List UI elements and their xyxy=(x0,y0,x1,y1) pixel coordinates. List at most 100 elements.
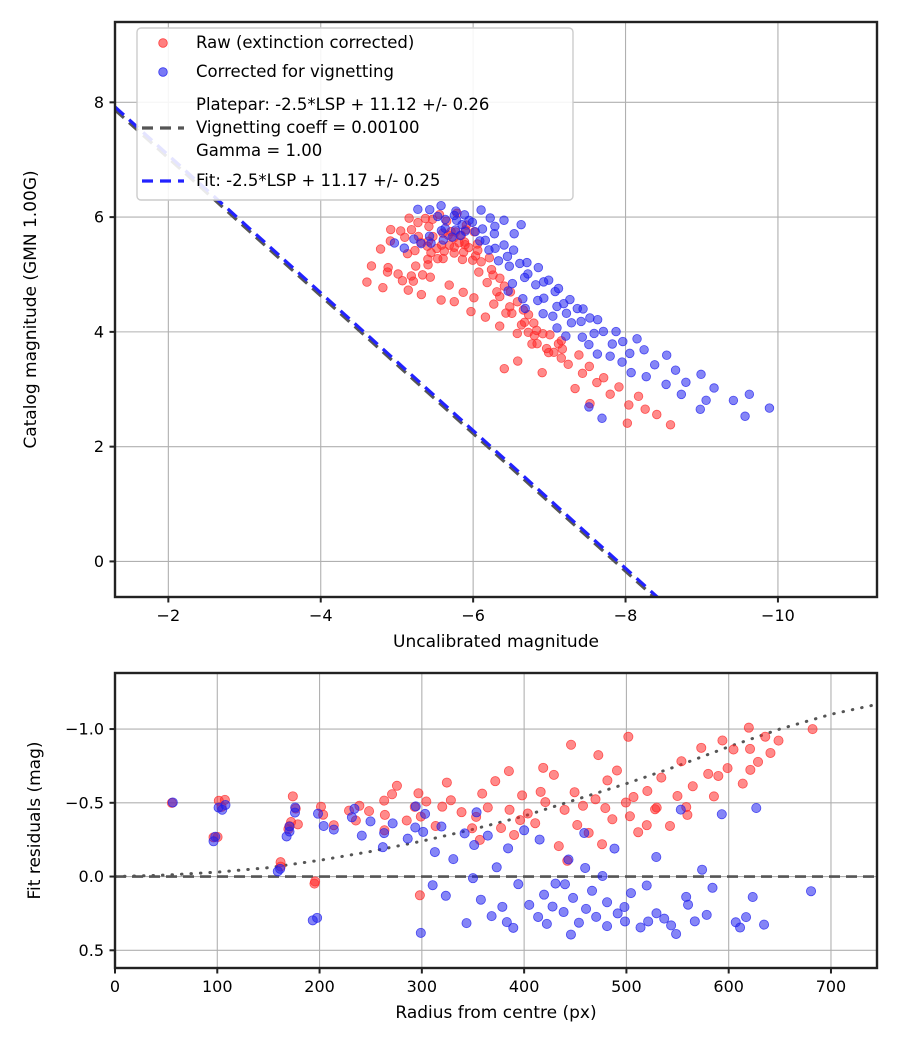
data-point xyxy=(310,876,321,887)
data-point xyxy=(573,917,584,928)
data-point xyxy=(387,818,398,829)
data-point xyxy=(737,778,748,789)
data-point xyxy=(410,801,421,812)
data-point xyxy=(540,797,551,808)
data-point xyxy=(605,351,615,361)
series-corrected-for-vignetting xyxy=(389,200,775,423)
data-point xyxy=(584,402,594,412)
data-point xyxy=(696,369,706,380)
data-point xyxy=(480,312,491,322)
data-point xyxy=(475,894,486,905)
fit-residuals-plot-xlabel: Radius from centre (px) xyxy=(395,1003,596,1023)
legend-entry[interactable]: Vignetting coeff = 0.00100 xyxy=(142,118,420,137)
data-point xyxy=(287,791,298,802)
data-point xyxy=(597,839,608,850)
data-point xyxy=(543,275,554,285)
data-point xyxy=(393,269,403,279)
data-point xyxy=(598,373,609,383)
data-point xyxy=(410,822,421,833)
data-point xyxy=(547,901,558,912)
y-tick-label: 0.0 xyxy=(79,867,104,886)
data-point xyxy=(533,295,543,306)
data-point xyxy=(440,890,451,901)
y-tick-label: −0.5 xyxy=(65,793,104,812)
data-point xyxy=(587,885,598,896)
series-corrected-for-vignetting xyxy=(167,797,817,940)
data-point xyxy=(635,922,646,933)
data-point xyxy=(602,897,613,908)
data-point xyxy=(717,735,728,746)
data-point xyxy=(429,847,440,858)
legend-box xyxy=(136,27,574,201)
data-point xyxy=(507,278,518,289)
data-point xyxy=(618,336,628,347)
data-point xyxy=(484,253,495,263)
data-point xyxy=(548,769,559,780)
data-point xyxy=(424,221,434,232)
data-point xyxy=(423,260,433,270)
data-point xyxy=(497,901,508,912)
data-point xyxy=(515,815,526,826)
data-point xyxy=(328,824,339,835)
data-point xyxy=(438,235,448,245)
legend-entry[interactable]: Platepar: -2.5*LSP + 11.12 +/- 0.26 xyxy=(196,95,489,114)
data-point xyxy=(432,211,443,222)
data-point xyxy=(550,878,561,889)
data-point xyxy=(641,371,651,382)
data-point xyxy=(416,289,427,300)
data-point xyxy=(413,217,423,228)
data-point xyxy=(530,818,541,829)
data-point xyxy=(346,812,357,823)
data-point xyxy=(397,276,408,286)
data-point xyxy=(471,807,482,818)
data-point xyxy=(499,240,509,250)
data-point xyxy=(379,828,390,839)
x-tick-label: 0 xyxy=(110,977,120,996)
data-point xyxy=(436,295,446,305)
data-point xyxy=(695,404,705,415)
data-point xyxy=(414,890,425,901)
data-point xyxy=(508,922,519,933)
data-point xyxy=(625,888,636,899)
data-point xyxy=(716,809,727,820)
data-point xyxy=(365,816,376,827)
data-point xyxy=(605,389,615,399)
data-point xyxy=(402,833,413,844)
data-point xyxy=(701,909,712,920)
data-point xyxy=(491,862,502,873)
data-point xyxy=(577,368,588,379)
legend-entry[interactable]: Fit: -2.5*LSP + 11.17 +/- 0.25 xyxy=(142,171,440,190)
data-point xyxy=(527,339,537,349)
data-point xyxy=(559,804,570,815)
data-point xyxy=(502,251,513,262)
data-point xyxy=(210,831,221,842)
legend-label: Vignetting coeff = 0.00100 xyxy=(196,118,420,137)
data-point xyxy=(576,316,586,327)
legend-entry[interactable]: Corrected for vignetting xyxy=(158,62,394,81)
data-point xyxy=(740,411,750,421)
data-point xyxy=(495,291,505,302)
data-point xyxy=(676,756,687,767)
y-tick-label: 8 xyxy=(94,93,104,112)
data-point xyxy=(651,908,662,919)
data-point xyxy=(570,383,580,394)
data-point xyxy=(565,929,576,940)
data-point xyxy=(745,743,756,754)
legend-entry[interactable]: Raw (extinction corrected) xyxy=(158,33,415,52)
data-point xyxy=(593,750,604,761)
data-point xyxy=(643,916,654,927)
data-point xyxy=(413,788,424,799)
data-point xyxy=(665,420,676,430)
y-tick-label: −1.0 xyxy=(65,720,104,739)
data-point xyxy=(477,224,488,234)
x-tick-label: 600 xyxy=(713,977,744,996)
photometric-calibration-plot-clipped xyxy=(115,105,775,597)
data-point xyxy=(569,787,580,798)
data-point xyxy=(401,815,412,826)
data-point xyxy=(451,206,461,216)
data-point xyxy=(675,804,686,815)
legend-label: Fit: -2.5*LSP + 11.17 +/- 0.25 xyxy=(196,171,440,190)
data-point xyxy=(538,309,548,319)
legend-entry[interactable]: Gamma = 1.00 xyxy=(196,141,322,160)
data-point xyxy=(519,825,530,836)
